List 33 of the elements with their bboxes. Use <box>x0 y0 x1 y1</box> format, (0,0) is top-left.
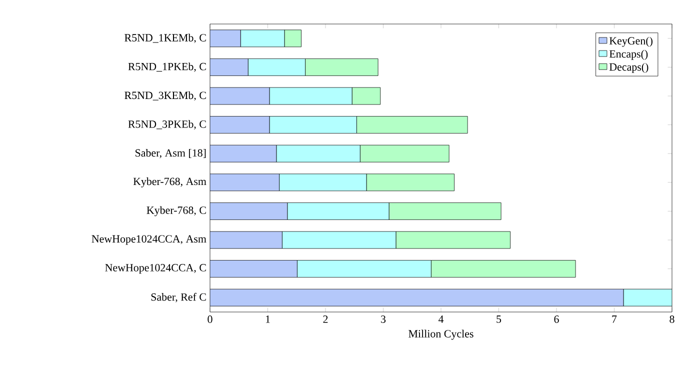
y-tick-label: Kyber-768, Asm <box>133 177 206 188</box>
y-tick-label: Kyber-768, C <box>146 206 206 216</box>
y-tick-label: R5ND_1KEMb, C <box>124 34 206 44</box>
y-tick-label: NewHope1024CCA, Asm <box>92 235 206 245</box>
bar <box>210 87 270 105</box>
bar <box>210 174 280 192</box>
bar <box>210 30 241 48</box>
x-tick-label: 5 <box>496 316 502 323</box>
bar <box>210 58 248 76</box>
x-tick-label: 2 <box>323 316 328 323</box>
bar <box>210 260 298 278</box>
bar <box>210 202 288 220</box>
y-tick-label: Saber, Ref C <box>151 292 206 302</box>
x-axis-title: Million Cycles <box>408 330 474 340</box>
bar <box>210 144 277 162</box>
y-tick-label: NewHope1024CCA, C <box>105 264 206 274</box>
bar <box>210 231 282 249</box>
x-tick-label: 8 <box>670 316 674 323</box>
x-tick-label: 0 <box>208 316 212 323</box>
y-tick-label: R5ND_3KEMb, C <box>124 91 206 101</box>
x-tick-label: 3 <box>381 316 386 323</box>
y-tick-label: R5ND_1PKEb, C <box>128 62 206 72</box>
y-tick-label: Saber, Asm [18] <box>136 148 206 158</box>
y-tick-label: R5ND_3PKEb, C <box>128 120 206 130</box>
bar <box>210 116 270 134</box>
x-tick-label: 7 <box>612 316 617 323</box>
legend-label: Decaps() <box>609 63 648 73</box>
x-tick-label: 1 <box>266 316 270 323</box>
legend-label: Encaps() <box>609 50 648 60</box>
bar <box>210 288 624 306</box>
x-tick-label: 6 <box>554 316 559 323</box>
legend-label: KeyGen() <box>609 36 652 47</box>
x-tick-label: 4 <box>438 316 444 323</box>
